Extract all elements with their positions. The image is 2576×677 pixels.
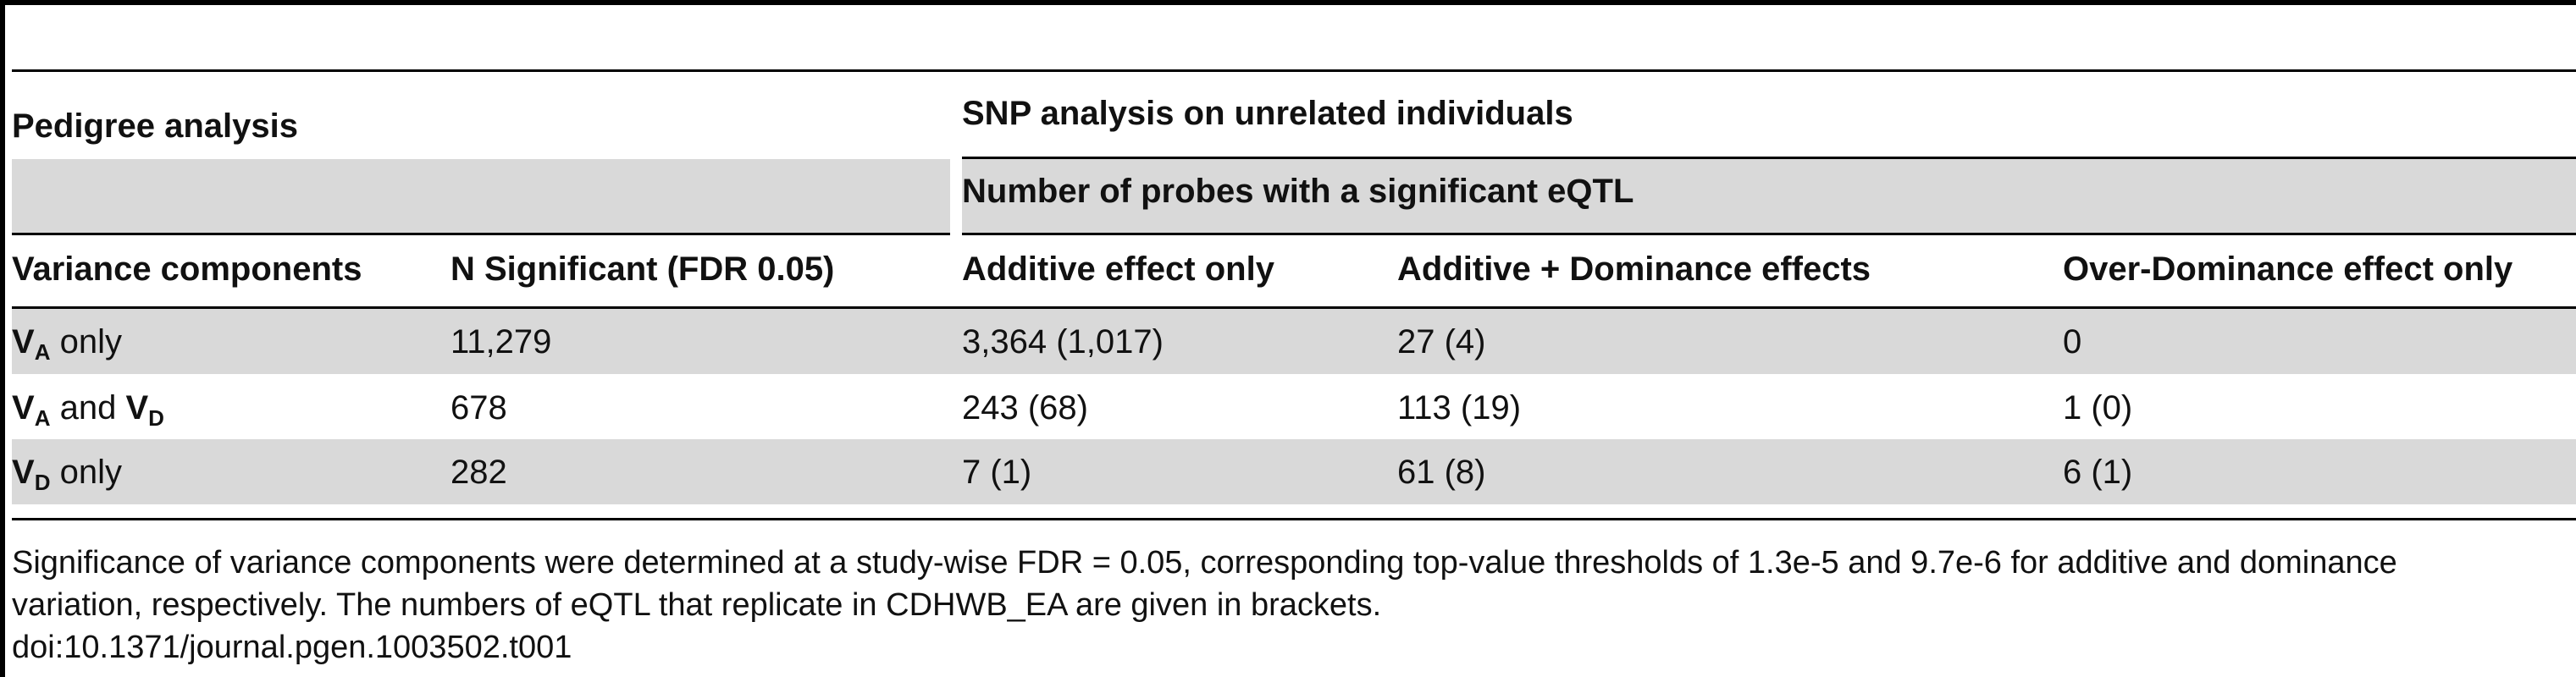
table-cell: 0 (2063, 323, 2082, 361)
left-border (0, 0, 5, 677)
table-cell: 27 (4) (1397, 323, 1486, 361)
shaded-band (962, 159, 2576, 235)
snp-group-rule (962, 157, 2576, 159)
subgroup-header: Number of probes with a significant eQTL (962, 173, 1634, 210)
table-bottom-rule (12, 518, 2576, 520)
subheader-rule (12, 233, 950, 235)
top-border (0, 0, 2576, 5)
table-cell: 6 (1) (2063, 454, 2133, 491)
group-header-snp: SNP analysis on unrelated individuals (962, 95, 1573, 132)
doi-link[interactable]: doi:10.1371/journal.pgen.1003502.t001 (12, 630, 572, 665)
table-cell: 678 (451, 389, 507, 427)
table-footnote: Significance of variance components were… (12, 542, 2397, 669)
table-cell: 7 (1) (962, 454, 1032, 491)
column-header: Over-Dominance effect only (2063, 250, 2513, 288)
shaded-band (12, 159, 950, 235)
table-cell: 113 (19) (1397, 389, 1522, 427)
row-label: VA only (12, 323, 122, 365)
table-cell: 1 (0) (2063, 389, 2133, 427)
column-header: Variance components (12, 250, 362, 288)
footnote-line: variation, respectively. The numbers of … (12, 587, 1382, 623)
table-top-rule (12, 69, 2576, 72)
table-cell: 282 (451, 454, 507, 491)
row-label: VA and VD (12, 389, 164, 431)
column-header: Additive effect only (962, 250, 1274, 288)
row-label: VD only (12, 454, 122, 495)
group-header-pedigree: Pedigree analysis (12, 107, 298, 145)
header-bottom-rule (12, 306, 2576, 309)
subheader-rule (962, 233, 2576, 235)
footnote-line: Significance of variance components were… (12, 545, 2397, 581)
column-header: N Significant (FDR 0.05) (451, 250, 835, 288)
table-cell: 3,364 (1,017) (962, 323, 1164, 361)
table-cell: 11,279 (451, 323, 552, 361)
table-cell: 61 (8) (1397, 454, 1486, 491)
table-cell: 243 (68) (962, 389, 1088, 427)
shaded-row (12, 439, 2576, 504)
column-header: Additive + Dominance effects (1397, 250, 1871, 288)
shaded-row (12, 309, 2576, 374)
